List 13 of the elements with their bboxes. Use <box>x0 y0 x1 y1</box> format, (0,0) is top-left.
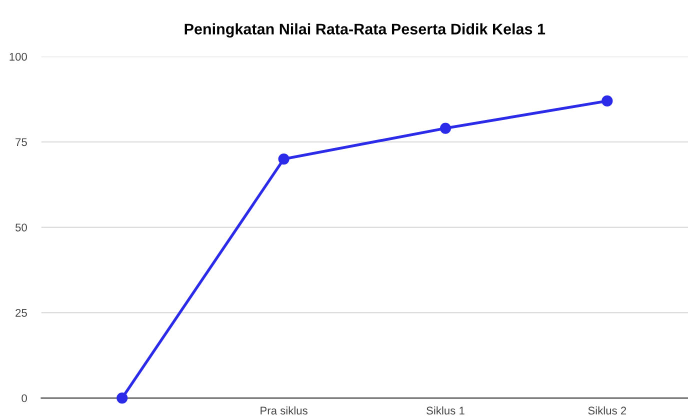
point <box>440 122 452 134</box>
x-tick-label: Siklus 1 <box>426 406 464 415</box>
point <box>602 95 613 107</box>
point <box>116 392 128 404</box>
y-tick-label: 50 <box>15 224 27 232</box>
point <box>278 153 290 165</box>
y-tick-label: 100 <box>10 52 27 61</box>
chart-title: Peningkatan Nilai Rata-Rata Peserta Didik Kelas 1 <box>184 23 546 38</box>
x-tick-label: Siklus 2 <box>588 406 626 415</box>
y-tick-label: 75 <box>16 138 27 146</box>
x-tick-label: Pra siklus <box>260 406 308 415</box>
y-tick-label: 25 <box>16 308 27 317</box>
y-tick-label: 0 <box>22 394 27 402</box>
